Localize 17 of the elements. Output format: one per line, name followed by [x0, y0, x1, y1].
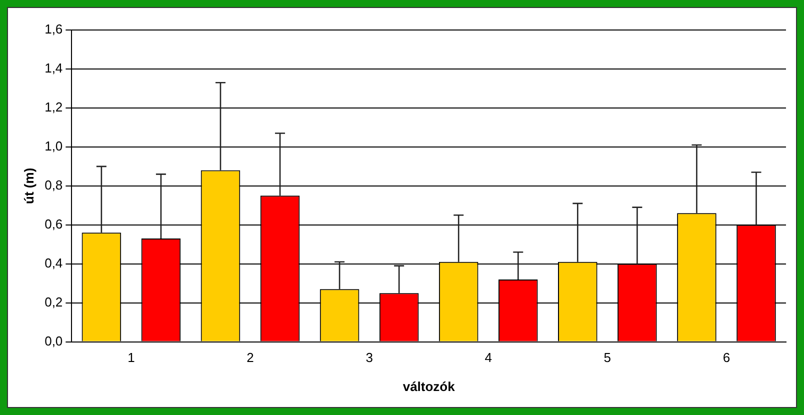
- y-tick-label: 0,2: [44, 294, 63, 310]
- y-tick-label: 1,6: [44, 22, 63, 37]
- x-tick-label: 4: [484, 350, 492, 366]
- y-tick-label: 0,6: [44, 216, 63, 232]
- y-tick-label: 1,0: [44, 138, 63, 154]
- y-tick-label: 0,0: [44, 333, 63, 348]
- x-axis-title: változók: [402, 378, 456, 394]
- x-tick-label: 1: [128, 350, 135, 366]
- y-tick-label: 1,2: [44, 100, 63, 115]
- x-tick-label: 2: [246, 350, 254, 366]
- y-axis-title: út (m): [21, 168, 36, 204]
- y-tick-label: 1,4: [44, 60, 63, 76]
- y-tick-label: 0,4: [44, 255, 63, 270]
- x-tick-label: 6: [722, 350, 730, 366]
- x-tick-label: 5: [604, 350, 612, 366]
- x-tick-label: 3: [366, 350, 373, 366]
- y-tick-label: 0,8: [44, 177, 63, 192]
